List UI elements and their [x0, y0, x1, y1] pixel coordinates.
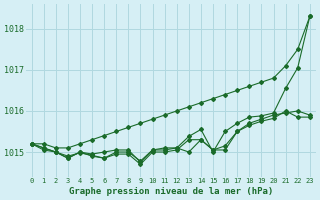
- X-axis label: Graphe pression niveau de la mer (hPa): Graphe pression niveau de la mer (hPa): [68, 187, 273, 196]
